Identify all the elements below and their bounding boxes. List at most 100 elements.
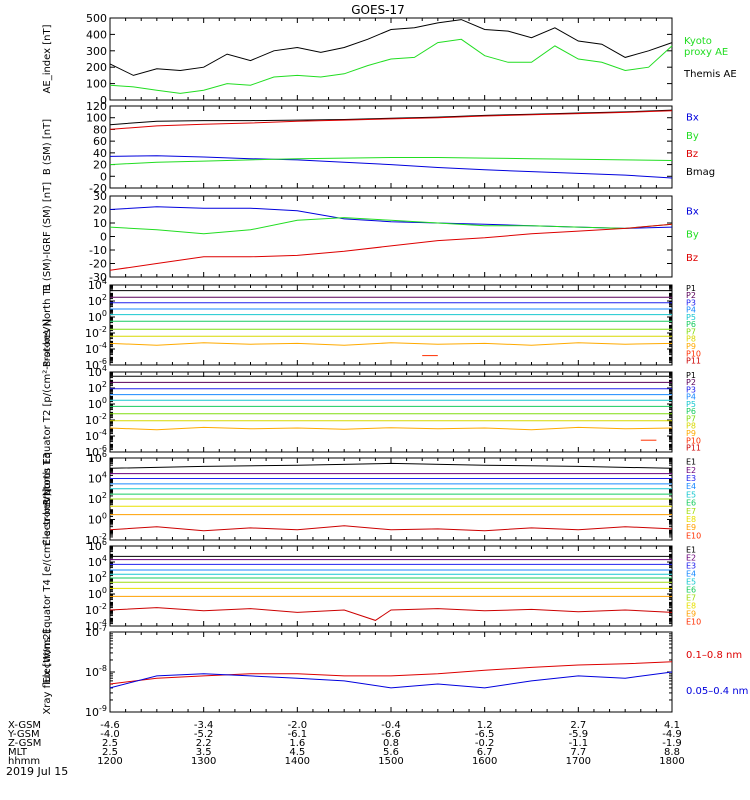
legend-item: proxy AE [684,47,728,58]
legend-item: P8 [686,422,696,431]
series-line-bz [109,110,673,130]
y-tick-label: 100 [86,112,107,125]
y-tick-label: 120 [86,100,107,113]
y-tick-label: 10-4 [85,428,107,443]
legend-item: P11 [686,357,701,366]
x-row-name: Y-GSM [7,729,40,740]
legend-item: P11 [686,444,701,453]
legend-item: E6 [686,585,696,594]
y-tick-label: 10-2 [85,325,107,340]
y-tick-label: 40 [93,147,107,160]
legend-item: 0.05–0.4 nm [686,686,748,697]
legend-item: E10 [686,617,701,626]
x-row-value: -4.6 [100,720,120,731]
y-axis-label: AE_index [nT] [42,24,53,93]
y-tick-label: 20 [93,159,107,172]
legend-item: P2 [686,291,696,300]
x-row-value: 2.5 [102,738,118,749]
y-tick-label: 104 [88,554,107,569]
x-row-value: -2.0 [288,720,308,731]
x-row-value: -1.1 [569,738,589,749]
y-tick-label: 100 [88,309,107,324]
y-axis-label: B (SM)-IGRF (SM) [nT] [42,182,53,291]
y-tick-label: 0 [100,94,107,107]
legend-item: Bmag [686,167,715,178]
y-tick-label: 104 [88,277,107,292]
y-tick-label: 400 [86,28,107,41]
legend-item: Bz [686,149,698,160]
legend-item: P8 [686,335,696,344]
series-line-0-1-0-8-nm [109,661,673,685]
x-axis-table: X-GSM -4.6 -3.4 -2.0 -0.4 1.2 2.7 4.1 Y-GSM -4.0 -… [7,720,685,767]
series-line-bx [109,155,673,179]
legend-item: P2 [686,378,696,387]
x-row-value: -5.2 [194,729,214,740]
series-line-e10 [109,607,673,621]
x-row-value: -5.9 [569,729,589,740]
x-row-value: -4.0 [100,729,120,740]
y-tick-label: 20 [93,204,107,217]
y-axis-label: Protons Equator T2 [p/(cm²-s-sr-keV)] [42,319,53,506]
y-tick-label: 200 [86,61,107,74]
y-axis-label: Electrons Equator T4 [e/(cm²-s-sr-keV)] [42,488,53,683]
y-tick-label: -10 [89,244,107,257]
x-row-value: 1.6 [289,738,305,749]
x-row-value: 1300 [191,756,216,767]
series-line-themis-ae [109,19,673,76]
series-line-p9 [109,426,673,431]
legend-item: P1 [686,371,696,380]
series-line-by [109,157,673,166]
y-axis-label: B (SM) [nT] [42,119,53,175]
legend-item: Bx [686,207,699,218]
series-line-bx [109,206,673,229]
y-tick-label: 102 [88,570,107,585]
y-tick-label: -20 [89,182,107,195]
legend-item: By [686,131,699,142]
series-line-bz [109,223,673,271]
x-row-name: X-GSM [8,720,41,731]
x-row-value: 2.2 [196,738,212,749]
y-tick-label: 0 [100,170,107,183]
legend-item: E3 [686,474,696,483]
y-tick-label: 100 [88,396,107,411]
legend-item: E9 [686,609,696,618]
legend-item: Themis AE [683,69,737,80]
x-row-value: 2.5 [102,747,118,758]
y-tick-label: 10 [93,217,107,230]
legend-item: P3 [686,298,696,307]
y-tick-label: 100 [88,586,107,601]
series-line-kyoto-proxy-ae [109,38,673,94]
series-line-by [109,217,673,235]
legend-item: E2 [686,553,696,562]
x-row-value: 1400 [285,756,310,767]
legend-item: E6 [686,499,696,508]
legend-item: E4 [686,482,696,491]
x-row-name: Z-GSM [8,738,41,749]
x-row-value: 8.8 [664,747,680,758]
legend-item: E1 [686,545,696,554]
legend-item: E3 [686,561,696,570]
series-line-e10 [109,525,673,532]
legend-item: P3 [686,385,696,394]
y-tick-label: 60 [93,135,107,148]
legend-item: Bx [686,113,699,124]
x-row-value: 1700 [566,756,591,767]
y-tick-label: 106 [88,450,107,465]
x-row-value: -6.1 [288,729,308,740]
y-tick-label: 102 [88,491,107,506]
x-row-name: MLT [8,747,28,758]
x-row-value: 1.2 [477,720,493,731]
y-tick-label: 104 [88,471,107,486]
y-tick-label: 104 [88,364,107,379]
legend-item: E5 [686,577,696,586]
date-label: 2019 Jul 15 [6,765,68,778]
y-tick-label: 10-4 [85,341,107,356]
legend-item: E7 [686,507,696,516]
legend-item: E5 [686,490,696,499]
